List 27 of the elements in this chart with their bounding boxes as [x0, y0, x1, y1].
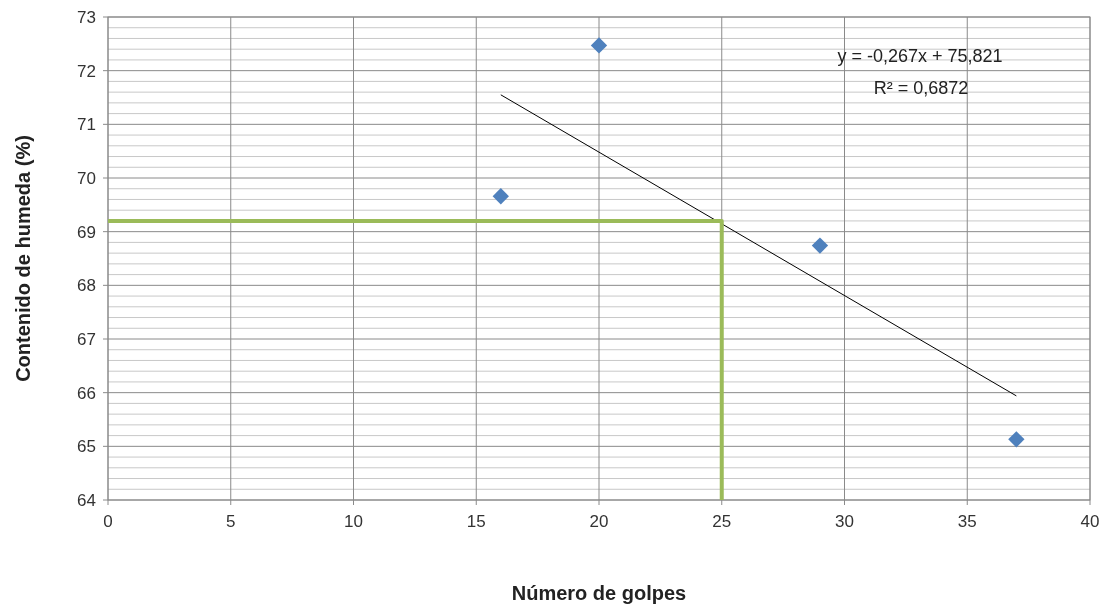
x-tick-label: 35: [957, 512, 977, 531]
x-tick-label: 20: [589, 512, 609, 531]
y-tick-label: 64: [77, 490, 96, 510]
annotation: R² = 0,6872: [873, 78, 969, 98]
x-tick-label: 5: [226, 512, 236, 531]
x-axis-title: Número de golpes: [511, 582, 687, 604]
point: [1008, 431, 1025, 448]
y-tick-label: 72: [77, 61, 96, 81]
point: [811, 237, 829, 254]
x-tick-label: 15: [466, 512, 486, 531]
y-tick-label: 65: [77, 437, 96, 457]
x-tick-label: 0: [103, 512, 113, 531]
point: [590, 37, 608, 54]
x-tick-label: 40: [1080, 512, 1100, 531]
x-tick-label: 10: [344, 512, 363, 531]
y-tick-label: 67: [77, 329, 96, 349]
y-tick-label: 66: [77, 383, 96, 403]
x-tick-label: 30: [835, 512, 854, 531]
y-axis-title: Contenido de humeda (%): [12, 135, 34, 382]
y-tick-label: 73: [77, 7, 96, 27]
y-tick-label: 70: [77, 168, 96, 188]
y-tick-label: 69: [77, 222, 96, 242]
y-tick-label: 68: [77, 276, 96, 296]
annotation: y = -0,267x + 75,821: [837, 46, 1003, 66]
x-tick-label: 25: [712, 512, 732, 531]
point: [492, 188, 509, 205]
y-tick-label: 71: [77, 115, 96, 135]
